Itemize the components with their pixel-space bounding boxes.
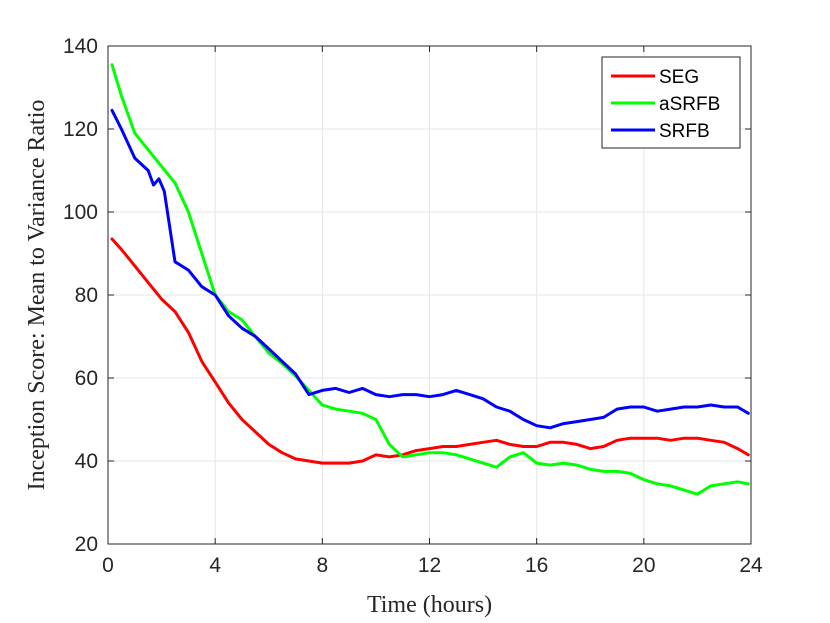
x-tick-label: 16: [525, 554, 548, 577]
ticks: [107, 45, 752, 545]
x-tick-label: 24: [739, 554, 763, 577]
legend-label-srfb: SRFB: [659, 121, 710, 142]
y-tick-label: 40: [75, 450, 98, 473]
y-tick-label: 80: [75, 284, 98, 307]
x-tick-label: 4: [209, 554, 221, 577]
legend-label-asrfb: aSRFB: [659, 94, 720, 115]
legend-box: [601, 56, 741, 149]
y-tick-label: 60: [75, 367, 98, 390]
legend: SEG aSRFB SRFB: [601, 56, 741, 149]
series-layer: [110, 63, 750, 496]
y-tick-label: 140: [63, 35, 98, 58]
y-tick-label: 100: [63, 201, 98, 224]
x-tick-label: 20: [632, 554, 655, 577]
x-tick-label: 8: [316, 554, 328, 577]
series-line-srfb: [110, 108, 750, 430]
legend-label-seg: SEG: [659, 67, 699, 88]
y-tick-label: 120: [63, 118, 98, 141]
tick-labels: 0 4 8 12 16 20 24 20 40 60 80 100 120 140: [63, 35, 763, 577]
y-tick-label: 20: [75, 533, 98, 556]
x-tick-label: 0: [102, 554, 114, 577]
series-line-seg: [110, 237, 750, 465]
x-axis-title: Time (hours): [367, 592, 492, 618]
x-tick-label: 12: [418, 554, 441, 577]
y-axis-title: Inception Score: Mean to Variance Ratio: [24, 100, 50, 491]
